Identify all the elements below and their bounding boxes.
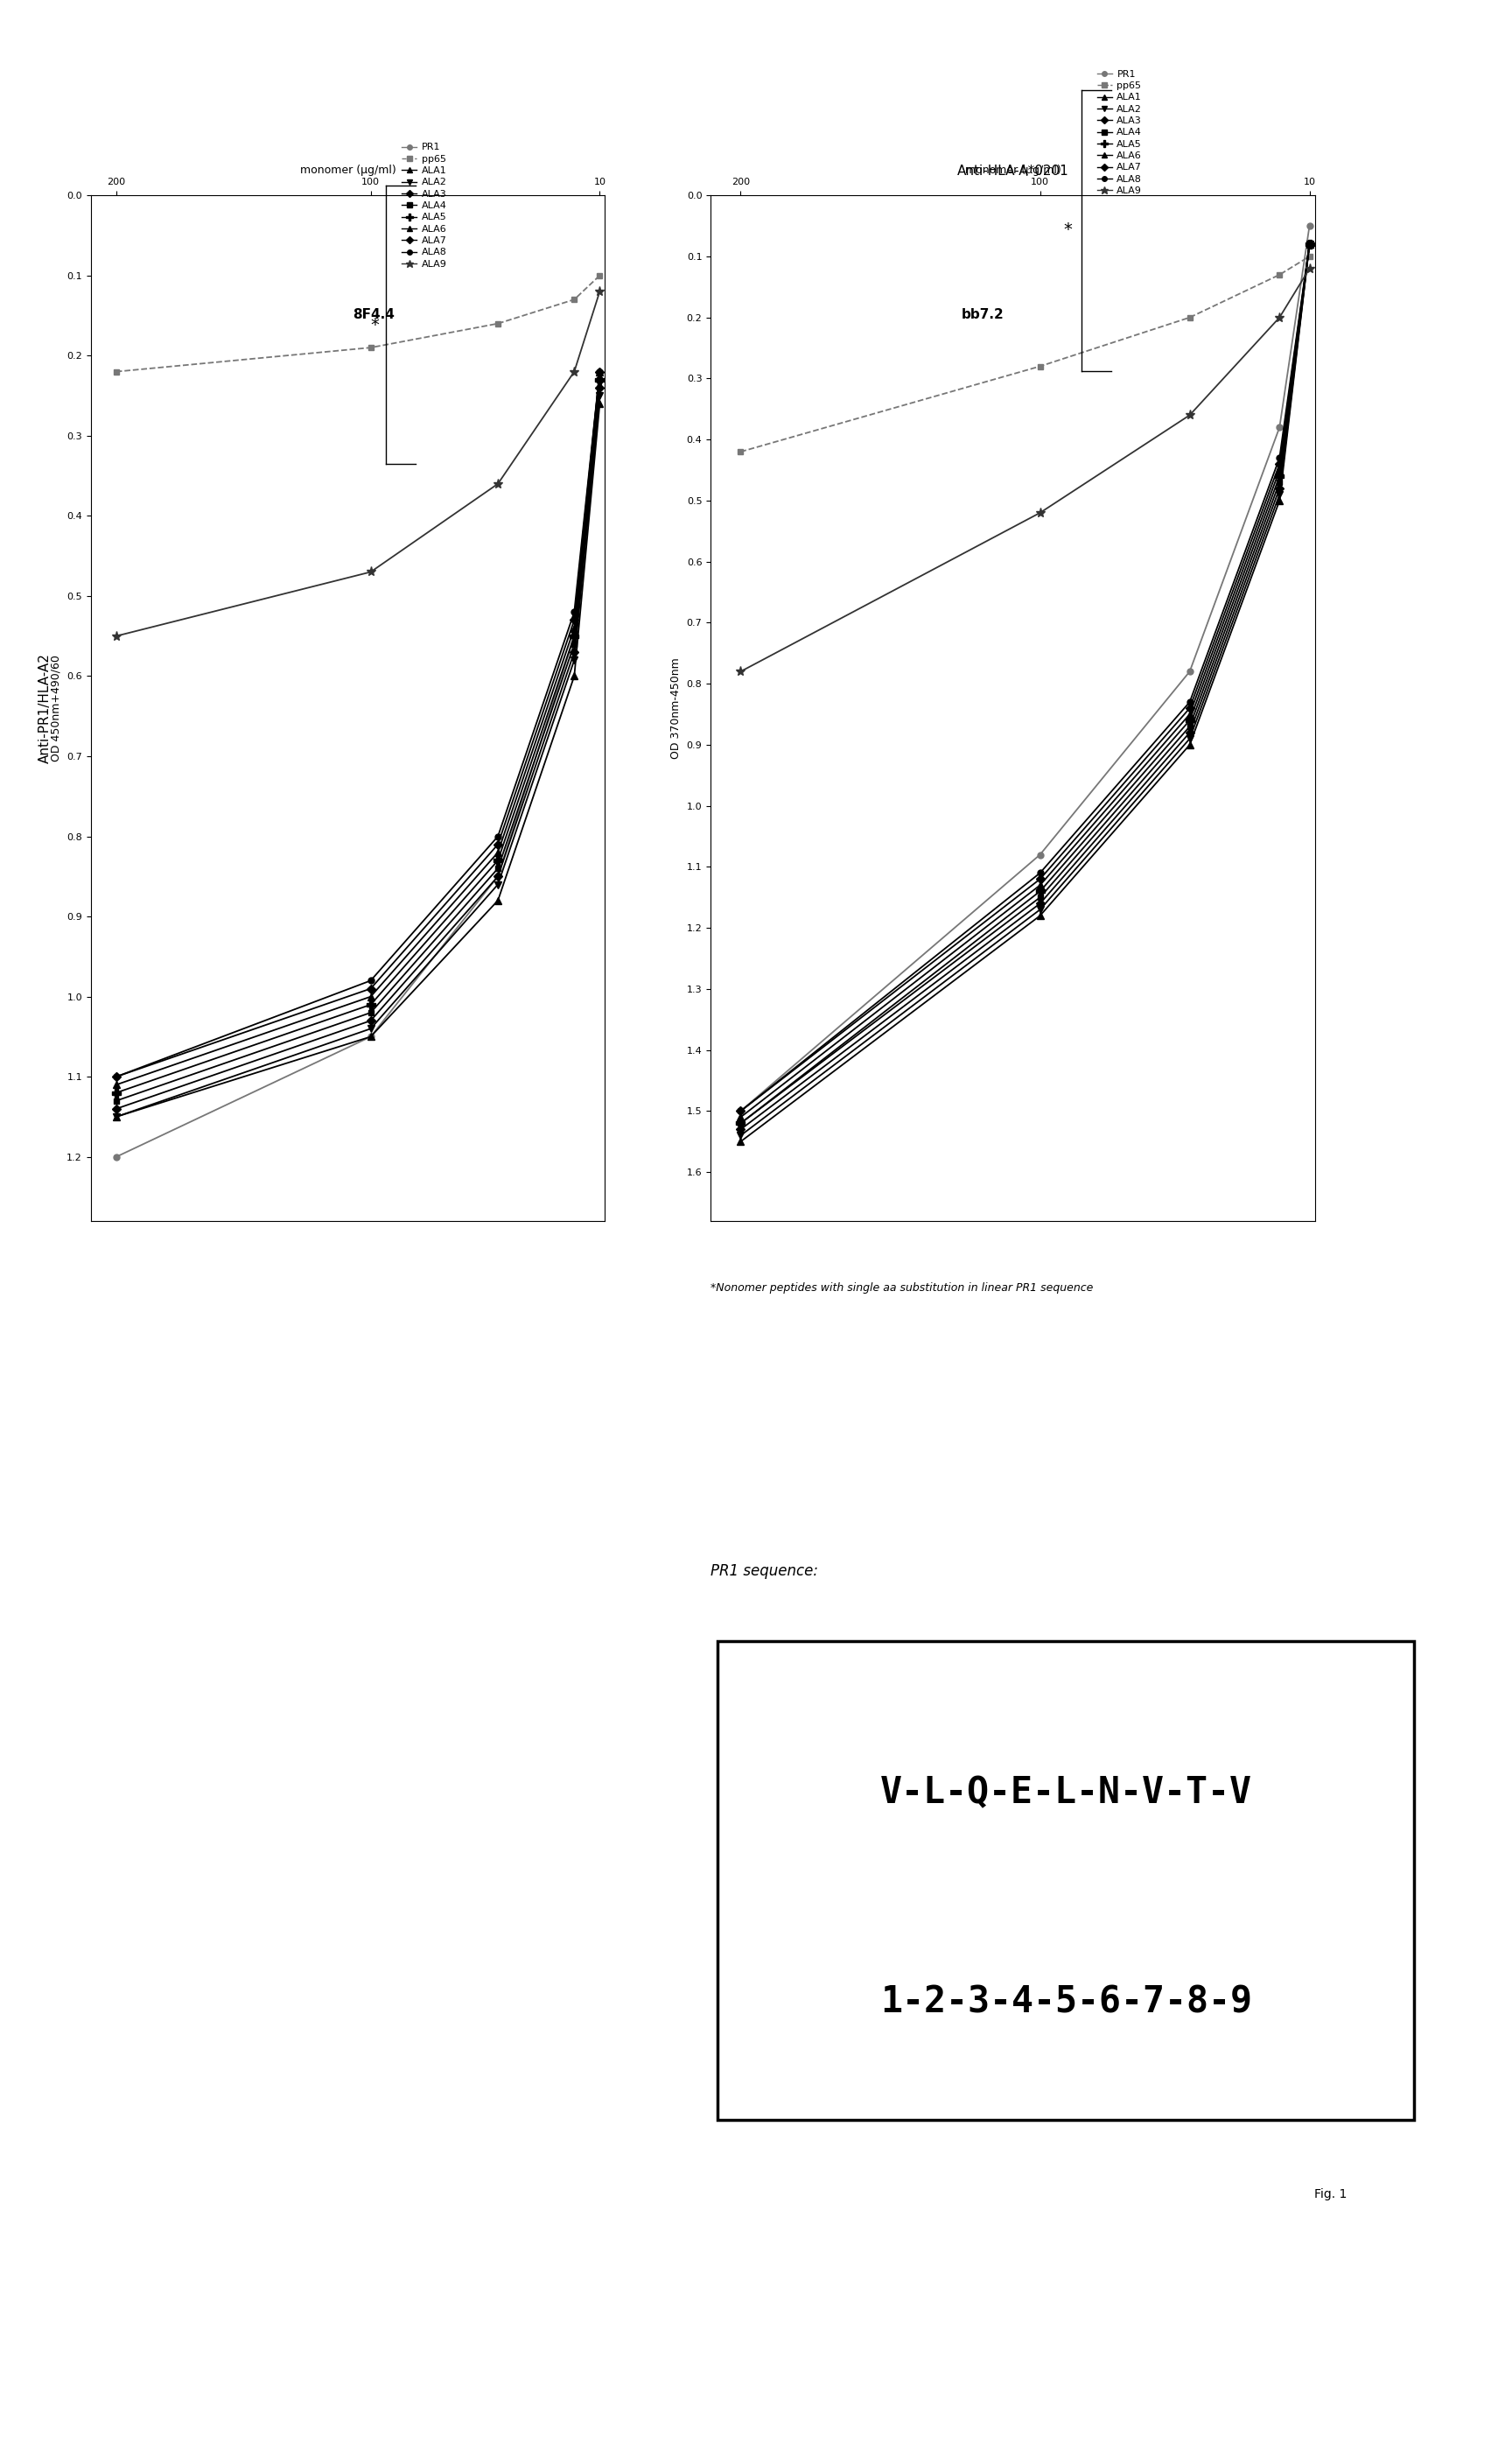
Legend: PR1, pp65, ALA1, ALA2, ALA3, ALA4, ALA5, ALA6, ALA7, ALA8, ALA9: PR1, pp65, ALA1, ALA2, ALA3, ALA4, ALA5,… [398,139,451,274]
Text: bb7.2: bb7.2 [962,308,1004,320]
X-axis label: monomer (μg/ml): monomer (μg/ml) [965,164,1061,176]
Text: *: * [1063,222,1072,237]
Text: Anti-HLA-A*0201: Anti-HLA-A*0201 [957,164,1069,178]
Legend: PR1, pp65, ALA1, ALA2, ALA3, ALA4, ALA5, ALA6, ALA7, ALA8, ALA9: PR1, pp65, ALA1, ALA2, ALA3, ALA4, ALA5,… [1093,66,1146,200]
Text: PR1 sequence:: PR1 sequence: [711,1563,818,1578]
Text: *Nonomer peptides with single aa substitution in linear PR1 sequence: *Nonomer peptides with single aa substit… [711,1282,1093,1294]
Text: 1-2-3-4-5-6-7-8-9: 1-2-3-4-5-6-7-8-9 [880,1983,1252,2022]
Text: *: * [370,317,380,332]
X-axis label: monomer (μg/ml): monomer (μg/ml) [299,164,396,176]
Text: Fig. 1: Fig. 1 [1314,2188,1347,2200]
Y-axis label: OD 450nm+490/60: OD 450nm+490/60 [50,654,62,762]
Text: V-L-Q-E-L-N-V-T-V: V-L-Q-E-L-N-V-T-V [880,1773,1252,1812]
Y-axis label: OD 370nm-450nm: OD 370nm-450nm [670,657,682,759]
Text: 8F4.4: 8F4.4 [352,308,395,320]
Text: Anti-PR1/HLA-A2: Anti-PR1/HLA-A2 [39,652,51,764]
